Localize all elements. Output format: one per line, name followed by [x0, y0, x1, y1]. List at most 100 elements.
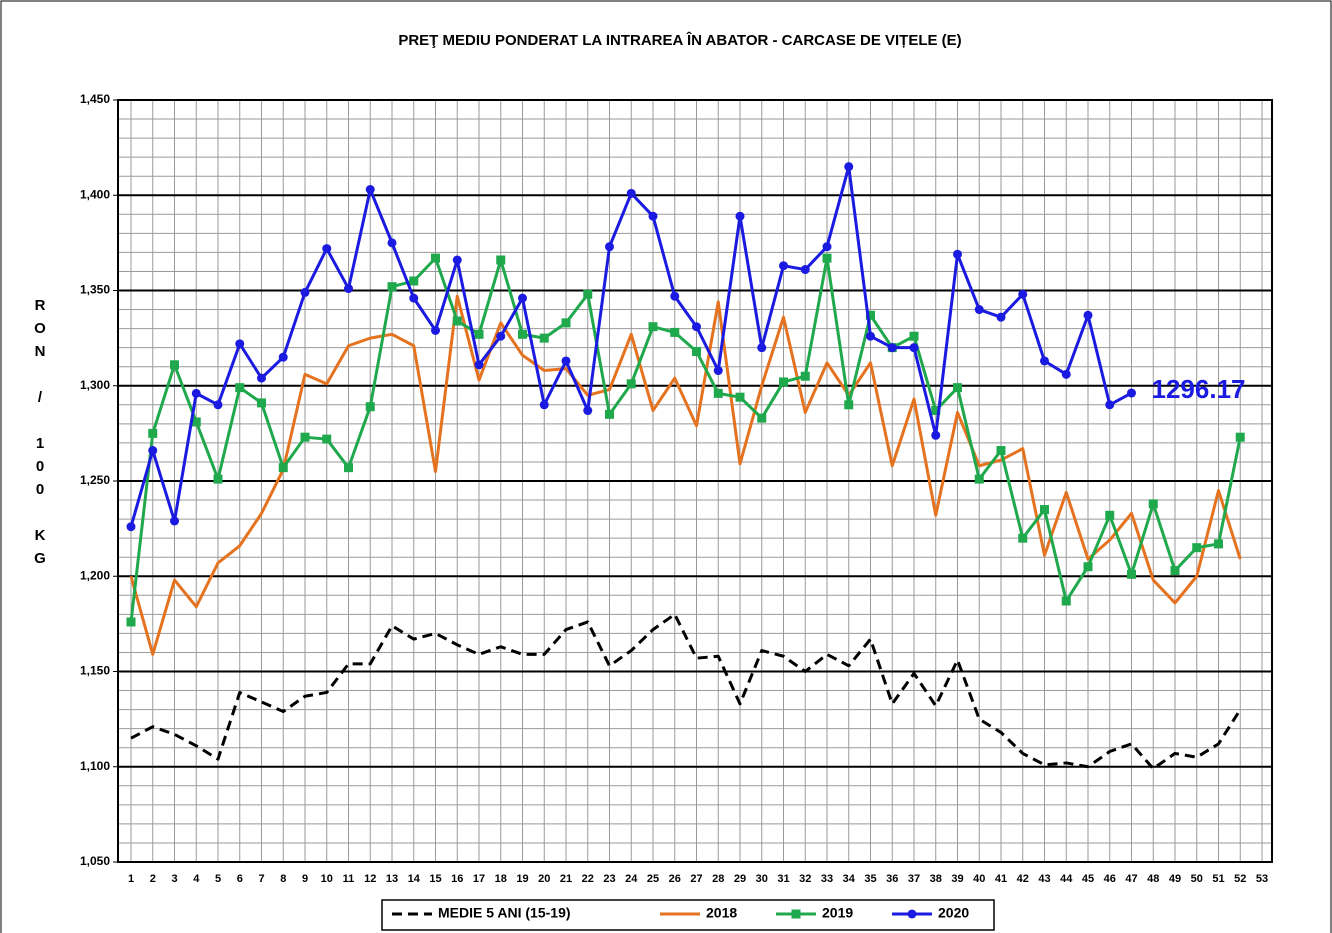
point: [909, 331, 919, 341]
point: [278, 463, 288, 473]
x-tick-label: 42: [1017, 873, 1029, 885]
point: [409, 293, 419, 303]
point: [1235, 432, 1245, 442]
y-tick-label: 1,450: [80, 92, 110, 106]
x-tick-label: 9: [302, 873, 308, 885]
point: [1148, 499, 1158, 509]
x-tick-label: 10: [321, 873, 333, 885]
point: [1061, 596, 1071, 606]
point: [344, 463, 353, 473]
x-tick-label: 37: [908, 873, 920, 885]
point: [322, 244, 332, 254]
x-tick-label: 40: [973, 873, 985, 885]
x-tick-label: 45: [1082, 873, 1094, 885]
point: [757, 413, 767, 423]
point: [257, 398, 266, 408]
legend-label: 2020: [938, 905, 969, 921]
point: [452, 255, 462, 265]
point: [648, 322, 658, 332]
x-tick-label: 26: [669, 873, 681, 885]
point: [866, 331, 875, 341]
x-tick-label: 4: [193, 873, 200, 885]
point: [1018, 289, 1028, 299]
x-tick-label: 27: [690, 873, 702, 885]
x-tick-label: 20: [538, 873, 550, 885]
point: [409, 276, 419, 286]
point: [583, 289, 593, 299]
point: [996, 446, 1006, 456]
x-tick-label: 43: [1038, 873, 1050, 885]
x-tick-label: 7: [258, 873, 264, 885]
point: [953, 383, 962, 393]
point: [518, 329, 527, 339]
x-tick-label: 15: [429, 873, 441, 885]
x-tick-label: 49: [1169, 873, 1181, 885]
x-tick-label: 44: [1060, 873, 1073, 885]
point: [931, 406, 941, 416]
x-tick-label: 32: [799, 873, 811, 885]
point: [387, 238, 397, 248]
x-tick-label: 53: [1256, 873, 1268, 885]
point: [474, 329, 484, 339]
x-tick-label: 1: [128, 873, 134, 885]
point: [605, 409, 614, 419]
point: [561, 356, 571, 366]
y-tick-label: 1,200: [80, 568, 110, 582]
point: [931, 430, 941, 440]
x-tick-label: 46: [1104, 873, 1116, 885]
x-tick-label: 48: [1147, 873, 1159, 885]
point: [1214, 539, 1223, 549]
x-tick-label: 50: [1191, 873, 1203, 885]
x-tick-label: 2: [150, 873, 156, 885]
x-tick-label: 28: [712, 873, 724, 885]
x-tick-label: 38: [930, 873, 942, 885]
point: [953, 249, 962, 259]
x-tick-label: 3: [171, 873, 177, 885]
point: [126, 522, 136, 532]
x-tick-label: 22: [582, 873, 594, 885]
legend-item: 2018: [660, 905, 737, 921]
point: [539, 333, 549, 343]
x-tick-label: 36: [886, 873, 898, 885]
point: [278, 352, 288, 362]
y-tick-label: 1,250: [80, 473, 110, 487]
series-line: [129, 256, 1242, 623]
y-tick-label: 1,050: [80, 854, 110, 868]
x-tick-label: 33: [821, 873, 833, 885]
point: [844, 400, 854, 410]
point: [800, 265, 810, 275]
point: [583, 406, 593, 416]
y-tick-label: 1,300: [80, 378, 110, 392]
point: [191, 417, 201, 427]
point: [148, 428, 158, 438]
legend-item: MEDIE 5 ANI (15-19): [392, 905, 571, 921]
point: [909, 343, 919, 353]
point: [800, 371, 810, 381]
point: [431, 253, 440, 263]
x-tick-label: 29: [734, 873, 746, 885]
x-tick-label: 41: [995, 873, 1007, 885]
point: [452, 316, 462, 326]
point: [605, 242, 614, 252]
point: [1127, 388, 1136, 398]
point: [148, 446, 158, 456]
x-tick-label: 24: [625, 873, 638, 885]
point: [561, 318, 571, 328]
point: [713, 388, 723, 398]
y-tick-label: 1,400: [80, 187, 110, 201]
x-tick-label: 35: [864, 873, 876, 885]
x-tick-label: 23: [603, 873, 615, 885]
point: [692, 346, 701, 356]
x-tick-label: 39: [951, 873, 963, 885]
point: [779, 377, 788, 387]
x-tick-label: 34: [843, 873, 856, 885]
legend-marker: [907, 909, 917, 919]
point: [1105, 510, 1115, 520]
point: [648, 211, 658, 221]
x-tick-label: 6: [237, 873, 243, 885]
x-tick-label: 19: [516, 873, 528, 885]
legend-label: 2019: [822, 905, 853, 921]
point: [670, 327, 680, 337]
point: [822, 253, 832, 263]
series-line: [130, 612, 1242, 771]
